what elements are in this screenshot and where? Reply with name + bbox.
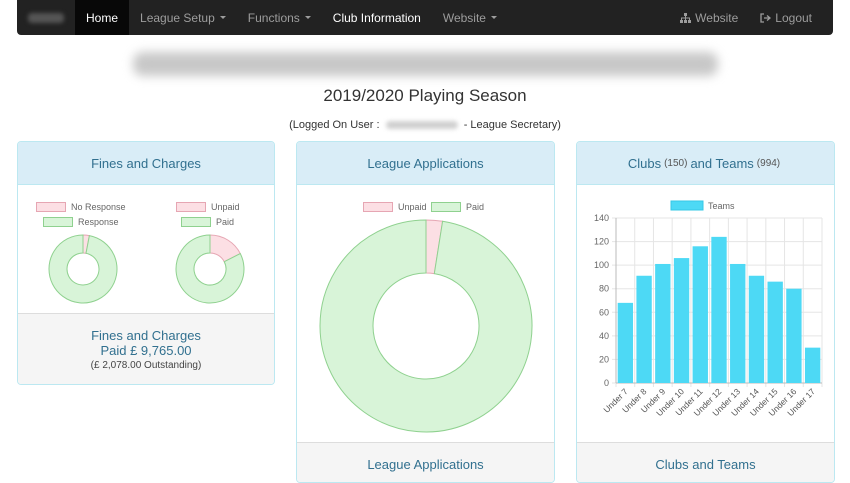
- nav-logout[interactable]: Logout: [749, 0, 833, 35]
- legend-swatch-teams: [670, 200, 704, 211]
- bar-under-14[interactable]: [748, 275, 765, 383]
- teams-count: (994): [756, 157, 781, 169]
- nav-home-label: Home: [86, 10, 119, 25]
- nav-league-setup[interactable]: League Setup: [129, 0, 237, 35]
- fines-panel-footer: Fines and Charges Paid £ 9,765.00 (£ 2,0…: [18, 313, 274, 384]
- donut-slice-paid[interactable]: [175, 234, 245, 304]
- applications-donut-chart: [319, 219, 533, 433]
- user-name-blurred: [385, 121, 458, 130]
- nav-club-information[interactable]: Club Information: [322, 0, 432, 35]
- nav-home[interactable]: Home: [75, 0, 130, 35]
- legend-label: No Response: [71, 202, 126, 212]
- bar-under-13[interactable]: [730, 263, 746, 383]
- y-tick-label: 60: [599, 307, 609, 317]
- fines-footer-title: Fines and Charges: [91, 328, 201, 343]
- legend-paid: Paid: [431, 202, 484, 212]
- bar-under-17[interactable]: [804, 347, 821, 383]
- logged-prefix: (Logged On User :: [289, 119, 383, 131]
- fines-panel-title: Fines and Charges: [91, 155, 201, 171]
- logged-suffix: - League Secretary): [460, 119, 561, 131]
- nav-functions-label: Functions: [247, 10, 300, 25]
- legend-label: Unpaid: [398, 202, 427, 212]
- applications-panel-footer: League Applications: [297, 442, 554, 482]
- clubs-footer-title: Clubs and Teams: [655, 457, 756, 472]
- bar-under-11[interactable]: [692, 246, 708, 383]
- legend-paid: Paid: [181, 217, 234, 227]
- legend-label: Paid: [466, 202, 485, 212]
- nav-website-right-label: Website: [695, 10, 739, 25]
- y-tick-label: 100: [594, 260, 609, 270]
- bar-under-9[interactable]: [655, 263, 671, 383]
- donut-slice-response[interactable]: [48, 234, 118, 304]
- clubs-panel: Clubs (150) and Teams (994) Teams 0 20 40 60…: [576, 141, 835, 483]
- legend-label: Paid: [216, 217, 235, 227]
- logged-on-user: (Logged On User : - League Secretary): [0, 119, 850, 131]
- bar-under-12[interactable]: [711, 236, 727, 383]
- applications-panel-title: League Applications: [367, 155, 484, 171]
- bar-under-7[interactable]: [617, 302, 634, 383]
- legend-unpaid: Unpaid: [176, 202, 240, 212]
- chevron-down-icon: [219, 16, 226, 19]
- y-tick-label: 40: [599, 331, 609, 341]
- chevron-down-icon: [490, 16, 497, 19]
- applications-panel: League Applications Unpaid Paid League A…: [296, 141, 555, 483]
- fines-outstanding-amount: (£ 2,078.00 Outstanding): [90, 360, 202, 371]
- y-tick-label: 140: [594, 213, 609, 223]
- bar-under-10[interactable]: [673, 258, 690, 383]
- y-tick-label: 80: [599, 284, 609, 294]
- brand-blurred: [28, 12, 64, 23]
- nav-logout-label: Logout: [775, 10, 812, 25]
- nav-club-information-label: Club Information: [332, 10, 421, 25]
- legend-unpaid: Unpaid: [363, 202, 427, 212]
- top-navbar: Home League Setup Functions Club Informa…: [17, 0, 833, 35]
- clubs-title: Clubs: [627, 155, 662, 171]
- y-tick-label: 0: [604, 378, 609, 388]
- nav-website[interactable]: Website: [432, 0, 508, 35]
- fines-paid-amount: Paid £ 9,765.00: [100, 343, 192, 358]
- response-donut-chart: [48, 234, 118, 304]
- fines-panel-heading: Fines and Charges: [18, 142, 274, 185]
- clubs-panel-footer: Clubs and Teams: [577, 442, 834, 482]
- fines-panel: Fines and Charges No Response Response U…: [17, 141, 275, 385]
- logout-icon: [760, 12, 772, 23]
- clubs-panel-heading: Clubs (150) and Teams (994): [577, 142, 834, 185]
- nav-functions[interactable]: Functions: [237, 0, 322, 35]
- applications-footer-title: League Applications: [367, 457, 484, 472]
- applications-panel-heading: League Applications: [297, 142, 554, 185]
- y-tick-label: 120: [594, 237, 609, 247]
- legend-response: Response: [43, 217, 119, 227]
- teams-title: and Teams: [690, 155, 754, 171]
- bar-under-15[interactable]: [767, 281, 783, 383]
- league-name-blurred: [0, 52, 850, 81]
- bar-under-16[interactable]: [786, 288, 802, 383]
- payment-donut-chart: [175, 234, 245, 304]
- legend-no-response: No Response: [36, 202, 126, 212]
- clubs-count: (150): [664, 157, 688, 169]
- bar-under-8[interactable]: [636, 275, 652, 383]
- season-title: 2019/2020 Playing Season: [323, 86, 527, 105]
- brand-logo[interactable]: [17, 0, 75, 35]
- legend-label: Unpaid: [211, 202, 240, 212]
- chevron-down-icon: [304, 16, 311, 19]
- y-tick-label: 20: [599, 354, 609, 364]
- nav-website-right[interactable]: Website: [669, 0, 749, 35]
- legend-label-teams: Teams: [708, 201, 735, 211]
- nav-league-setup-label: League Setup: [140, 10, 215, 25]
- donut-slice-paid[interactable]: [319, 219, 533, 433]
- sitemap-icon: [680, 12, 692, 23]
- legend-label: Response: [78, 217, 119, 227]
- nav-website-label: Website: [442, 10, 486, 25]
